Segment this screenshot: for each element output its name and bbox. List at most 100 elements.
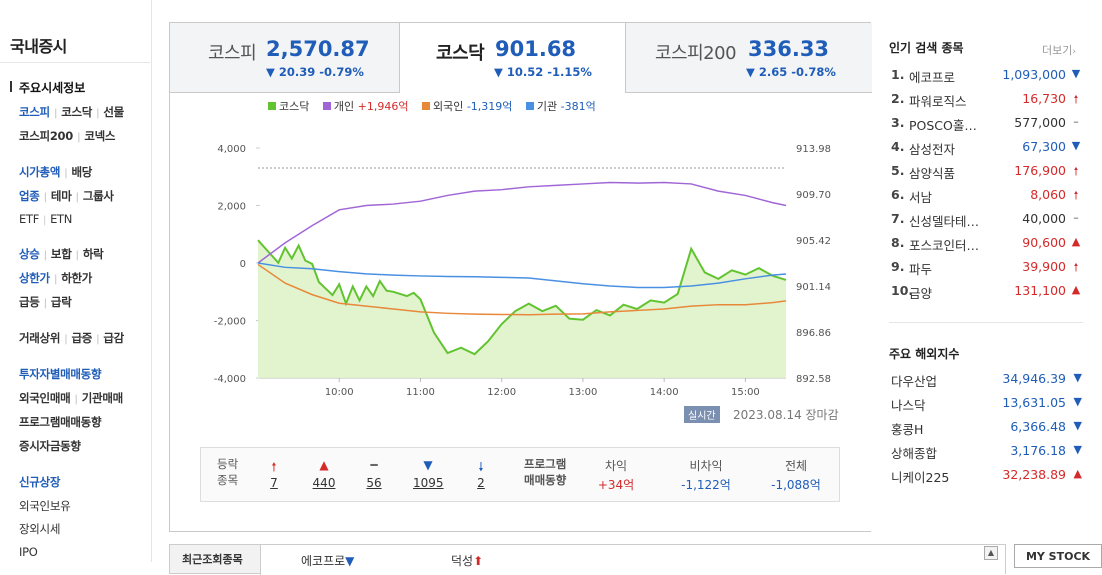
overseas-index-item[interactable]: 상해종합 3,176.18 ▼ bbox=[891, 443, 1086, 465]
nav-link[interactable]: 상한가 bbox=[19, 271, 50, 285]
stock-price: 90,600 bbox=[1022, 235, 1066, 250]
nav-link[interactable]: 외국인매매 bbox=[19, 391, 71, 405]
popular-stock-item[interactable]: 7. 신성델타테… 40,000– bbox=[891, 211, 1086, 233]
overseas-index-item[interactable]: 나스닥 13,631.05 ▼ bbox=[891, 395, 1086, 417]
stat-count-link[interactable]: 1095 bbox=[413, 476, 444, 490]
scroll-up-button[interactable]: ▲ bbox=[984, 546, 998, 560]
tab-kospi200[interactable]: 코스피200 336.33 ▼ 2.65 -0.78% bbox=[626, 23, 872, 93]
nav-link[interactable]: 상승 bbox=[19, 247, 40, 261]
legend-individual: 개인 +1,946억 bbox=[322, 100, 408, 113]
legend-foreign: 외국인 -1,319억 bbox=[421, 100, 512, 113]
nav-link[interactable]: 배당 bbox=[71, 165, 93, 179]
nav-separator: | bbox=[64, 334, 68, 345]
popular-stock-item[interactable]: 2. 파워로직스 16,730 🠕 bbox=[891, 91, 1086, 113]
popular-stock-item[interactable]: 6. 서남 8,060 🠕 bbox=[891, 187, 1086, 209]
flat-icon: – bbox=[1073, 115, 1079, 128]
upper-limit-icon: 🠕 bbox=[1073, 189, 1079, 202]
stat-count-link[interactable]: 56 bbox=[366, 476, 382, 490]
my-stock-button[interactable]: MY STOCK bbox=[1014, 544, 1102, 568]
nav-link[interactable]: 하락 bbox=[82, 247, 104, 261]
nav-row: 증시자금동향 bbox=[19, 438, 81, 454]
nav-row: 프로그램매매동향 bbox=[19, 414, 102, 430]
y-right-tick-label: 901.14 bbox=[796, 282, 831, 293]
nav-link[interactable]: 코넥스 bbox=[84, 129, 116, 143]
nav-link[interactable]: IPO bbox=[19, 545, 38, 559]
tab-kospi200-name: 코스피200 bbox=[655, 43, 737, 64]
tab-kosdaq[interactable]: 코스닥 901.68 ▼ 10.52 -1.15% bbox=[400, 23, 626, 93]
recent-item[interactable]: 에코프로▼ bbox=[301, 552, 354, 569]
realtime-badge[interactable]: 실시간 bbox=[684, 406, 720, 423]
nav-link[interactable]: ETN bbox=[50, 212, 73, 226]
stock-rank: 1. bbox=[891, 67, 905, 82]
recent-item[interactable]: 덕성⬆ bbox=[451, 552, 483, 569]
popular-stock-item[interactable]: 4. 삼성전자 67,300 ▼ bbox=[891, 139, 1086, 161]
stock-rank: 9. bbox=[891, 259, 905, 274]
popular-stock-item[interactable]: 1. 에코프로 1,093,000 ▼ bbox=[891, 67, 1086, 89]
nav-link[interactable]: 투자자별매매동향 bbox=[19, 367, 102, 381]
popular-more-link[interactable]: 더보기› bbox=[1042, 42, 1076, 58]
nav-link[interactable]: ETF bbox=[19, 212, 40, 226]
nav-link[interactable]: 프로그램매매동향 bbox=[19, 415, 102, 429]
nav-link[interactable]: 하한가 bbox=[61, 271, 93, 285]
index-name: 다우산업 bbox=[891, 374, 938, 389]
stock-price: 67,300 bbox=[1022, 139, 1066, 154]
nav-link[interactable]: 보합 bbox=[50, 247, 72, 261]
stats-label-1: 등락 bbox=[217, 457, 239, 471]
nav-link[interactable]: 신규상장 bbox=[19, 475, 61, 489]
nav-separator: | bbox=[76, 132, 81, 143]
stat-count-link[interactable]: 2 bbox=[477, 476, 485, 490]
nav-link[interactable]: 외국인보유 bbox=[19, 499, 71, 513]
stock-rank: 7. bbox=[891, 211, 905, 226]
popular-stock-item[interactable]: 5. 삼양식품 176,900 🠕 bbox=[891, 163, 1086, 185]
overseas-index-item[interactable]: 다우산업 34,946.39 ▼ bbox=[891, 371, 1086, 393]
recent-list: 에코프로▼ 덕성⬆ bbox=[260, 545, 1005, 575]
nav-link[interactable]: 거래상위 bbox=[19, 331, 61, 345]
nav-link[interactable]: 선물 bbox=[103, 105, 124, 119]
nav-separator: | bbox=[53, 108, 58, 119]
legend-foreign-label: 외국인 bbox=[432, 100, 464, 113]
overseas-index-item[interactable]: 홍콩H 6,366.48 ▼ bbox=[891, 419, 1086, 441]
popular-stock-item[interactable]: 10. 금양 131,100 ▲ bbox=[891, 283, 1086, 305]
series-line-1 bbox=[257, 181, 787, 264]
program-col-head: 차익 bbox=[604, 459, 628, 473]
nav-link[interactable]: 업종 bbox=[19, 189, 40, 203]
stat-direction-icon: 🠗 bbox=[478, 460, 484, 474]
overseas-index-item[interactable]: 니케이225 32,238.89 ▲ bbox=[891, 467, 1086, 489]
nav-link[interactable]: 급등 bbox=[19, 295, 40, 309]
nav-link[interactable]: 코스피 bbox=[19, 105, 50, 119]
nav-link[interactable]: 그룹사 bbox=[82, 189, 114, 203]
series-line-2 bbox=[257, 263, 787, 316]
nav-link[interactable]: 급감 bbox=[103, 331, 124, 345]
popular-stock-item[interactable]: 3. POSCO홀… 577,000– bbox=[891, 115, 1086, 137]
nav-link[interactable]: 급증 bbox=[71, 331, 93, 345]
stock-price: 176,900 bbox=[1014, 163, 1066, 178]
stock-price: 577,000 bbox=[1014, 115, 1066, 130]
program-col-value: +34억 bbox=[597, 478, 635, 492]
nav-link[interactable]: 시가총액 bbox=[19, 165, 61, 179]
main-panel: 코스피 2,570.87 ▼ 20.39 -0.79% 코스닥 901.68 ▼… bbox=[169, 22, 872, 532]
nav-link[interactable]: 테마 bbox=[50, 189, 72, 203]
recent-item-name: 에코프로 bbox=[301, 554, 346, 568]
y-right-tick-label: 905.42 bbox=[796, 236, 831, 247]
y-right-tick-label: 892.58 bbox=[796, 374, 831, 385]
tab-kospi[interactable]: 코스피 2,570.87 ▼ 20.39 -0.79% bbox=[170, 23, 400, 93]
nav-link[interactable]: 기관매매 bbox=[81, 391, 123, 405]
nav-link[interactable]: 증시자금동향 bbox=[19, 439, 81, 453]
nav-link[interactable]: 장외시세 bbox=[19, 522, 61, 536]
stock-name: 삼성전자 bbox=[909, 142, 956, 157]
nav-link[interactable]: 코스피200 bbox=[19, 129, 73, 143]
popular-stock-item[interactable]: 8. 포스코인터… 90,600 ▲ bbox=[891, 235, 1086, 257]
popular-stock-item[interactable]: 9. 파두 39,900 🠕 bbox=[891, 259, 1086, 281]
stock-price: 40,000 bbox=[1022, 211, 1066, 226]
nav-link[interactable]: 급락 bbox=[50, 295, 72, 309]
program-col-value: -1,122억 bbox=[681, 478, 731, 492]
nav-title: 국내증시 bbox=[10, 37, 67, 56]
recent-item-name: 덕성 bbox=[451, 554, 474, 568]
nav-row: 상한가 | 하한가 bbox=[19, 270, 92, 286]
investor-trend-chart[interactable]: 4,000 2,000 0 -2,000 -4,000 913.98 909.70 905.4… bbox=[198, 130, 838, 402]
nav-link[interactable]: 코스닥 bbox=[61, 105, 93, 119]
nav-main-info[interactable]: 주요시세정보 bbox=[19, 81, 86, 95]
stat-count-link[interactable]: 440 bbox=[312, 476, 336, 490]
y-left-tick-label: 0 bbox=[240, 259, 246, 270]
stat-count-link[interactable]: 7 bbox=[270, 476, 278, 490]
